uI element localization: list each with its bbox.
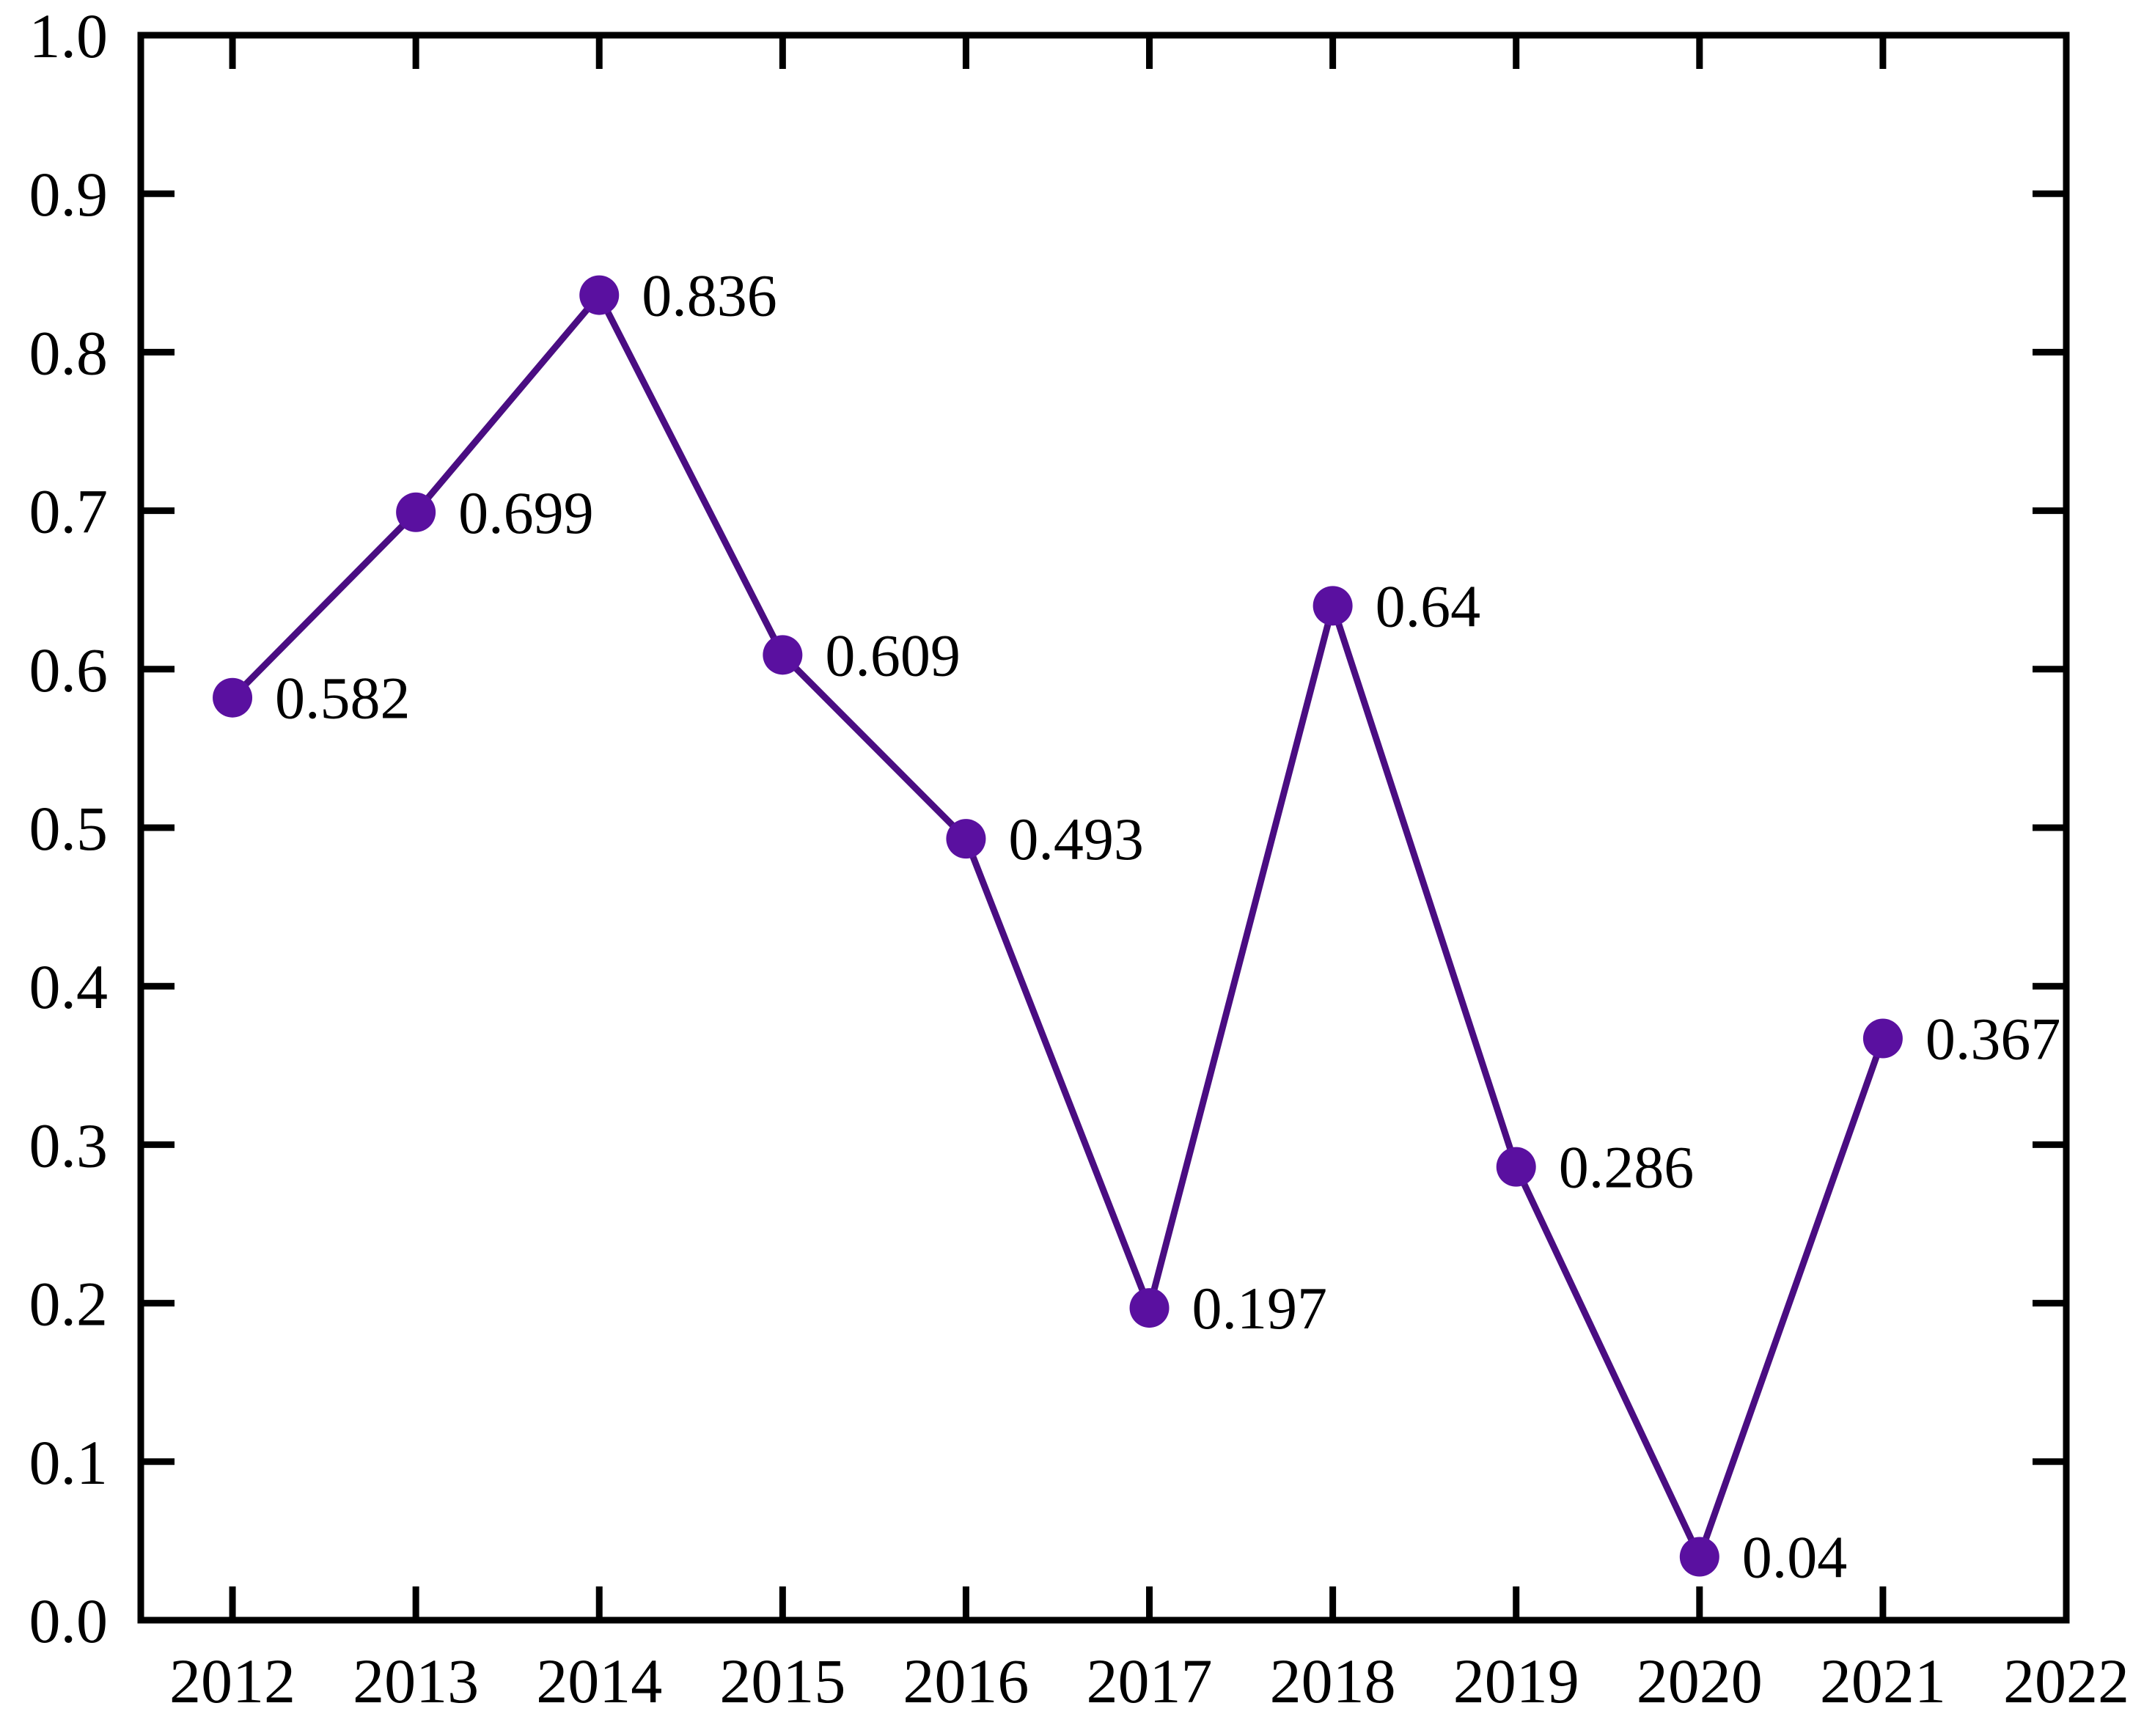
data-point-marker [1313, 586, 1353, 625]
y-axis-tick-label: 0.0 [29, 1586, 109, 1656]
data-point-label: 0.286 [1559, 1134, 1695, 1201]
y-axis-tick-label: 1.0 [29, 1, 109, 71]
y-axis-tick-label: 0.4 [29, 952, 109, 1022]
y-axis-tick-label: 0.9 [29, 159, 109, 229]
y-axis-tick-label: 0.5 [29, 793, 109, 864]
y-axis-tick-label: 0.2 [29, 1269, 109, 1339]
data-point-marker [763, 635, 802, 674]
x-axis-tick-label: 2014 [536, 1646, 662, 1716]
data-point-label: 0.197 [1192, 1275, 1328, 1342]
data-point-marker [1497, 1147, 1536, 1187]
x-axis-tick-label: 2013 [353, 1646, 479, 1716]
data-point-marker [1863, 1019, 1903, 1059]
x-axis-tick-label: 2022 [2003, 1646, 2129, 1716]
x-axis-tick-label: 2018 [1270, 1646, 1396, 1716]
data-point-label: 0.64 [1376, 573, 1481, 639]
data-point-marker [579, 276, 619, 315]
line-chart-figure: 2012 2013 2014 2015 2016 2017 2018 2019 2020 2021… [0, 0, 2144, 1736]
x-axis-tick-label: 2019 [1453, 1646, 1579, 1716]
x-axis-tick-label: 2017 [1087, 1646, 1213, 1716]
data-point-label: 0.04 [1742, 1524, 1848, 1591]
data-point-marker [213, 678, 252, 718]
x-axis-tick-label: 2012 [169, 1646, 295, 1716]
data-point-label: 0.699 [458, 479, 594, 546]
y-axis-tick-label: 0.1 [29, 1427, 109, 1498]
y-axis-tick-label: 0.7 [29, 477, 109, 547]
x-axis-tick-label: 2021 [1820, 1646, 1946, 1716]
data-point-marker [396, 493, 436, 532]
y-axis-tick-label: 0.8 [29, 317, 109, 388]
data-point-label: 0.493 [1008, 806, 1144, 872]
data-point-label: 0.367 [1925, 1006, 2061, 1073]
x-axis-tick-label: 2020 [1637, 1646, 1763, 1716]
data-point-label: 0.609 [825, 622, 961, 688]
x-axis-tick-label: 2016 [903, 1646, 1029, 1716]
y-axis-tick-label: 0.6 [29, 635, 109, 705]
x-axis-tick-label: 2015 [719, 1646, 845, 1716]
data-point-marker [946, 819, 985, 858]
data-point-label: 0.836 [642, 262, 777, 329]
data-point-label: 0.582 [275, 665, 411, 732]
line-chart: 2012 2013 2014 2015 2016 2017 2018 2019 2020 2021… [0, 0, 2144, 1736]
data-point-marker [1130, 1288, 1170, 1328]
data-point-marker [1680, 1537, 1719, 1577]
y-axis-tick-label: 0.3 [29, 1110, 109, 1180]
